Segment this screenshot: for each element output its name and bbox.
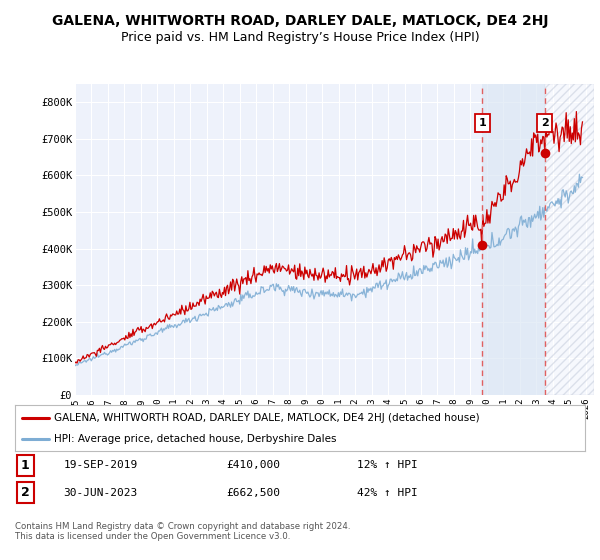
Text: HPI: Average price, detached house, Derbyshire Dales: HPI: Average price, detached house, Derb… xyxy=(54,435,336,444)
Text: 1: 1 xyxy=(478,118,486,128)
Text: GALENA, WHITWORTH ROAD, DARLEY DALE, MATLOCK, DE4 2HJ: GALENA, WHITWORTH ROAD, DARLEY DALE, MAT… xyxy=(52,14,548,28)
Text: £410,000: £410,000 xyxy=(226,460,280,470)
Text: 2: 2 xyxy=(541,118,548,128)
Text: GALENA, WHITWORTH ROAD, DARLEY DALE, MATLOCK, DE4 2HJ (detached house): GALENA, WHITWORTH ROAD, DARLEY DALE, MAT… xyxy=(54,413,479,423)
Bar xyxy=(482,84,545,395)
Text: 12% ↑ HPI: 12% ↑ HPI xyxy=(357,460,418,470)
Bar xyxy=(545,84,594,395)
Text: £662,500: £662,500 xyxy=(226,488,280,498)
Text: 30-JUN-2023: 30-JUN-2023 xyxy=(64,488,138,498)
Text: 19-SEP-2019: 19-SEP-2019 xyxy=(64,460,138,470)
Text: Price paid vs. HM Land Registry’s House Price Index (HPI): Price paid vs. HM Land Registry’s House … xyxy=(121,31,479,44)
Text: 1: 1 xyxy=(21,459,29,472)
Text: 42% ↑ HPI: 42% ↑ HPI xyxy=(357,488,418,498)
Text: Contains HM Land Registry data © Crown copyright and database right 2024.
This d: Contains HM Land Registry data © Crown c… xyxy=(15,522,350,542)
Text: 2: 2 xyxy=(21,486,29,500)
